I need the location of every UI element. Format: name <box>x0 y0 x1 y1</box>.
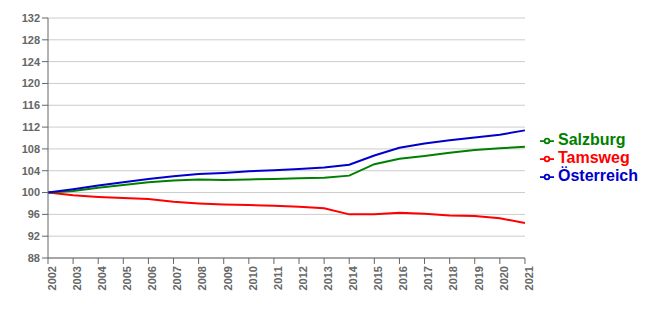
svg-text:2008: 2008 <box>196 266 208 290</box>
svg-text:2014: 2014 <box>347 265 359 290</box>
svg-text:108: 108 <box>22 143 40 155</box>
svg-text:2007: 2007 <box>171 266 183 290</box>
svg-text:104: 104 <box>22 165 41 177</box>
svg-text:88: 88 <box>28 252 40 264</box>
svg-text:2017: 2017 <box>422 266 434 290</box>
svg-text:2015: 2015 <box>372 266 384 290</box>
svg-text:2002: 2002 <box>46 266 58 290</box>
svg-text:112: 112 <box>22 121 40 133</box>
svg-text:2018: 2018 <box>447 266 459 290</box>
svg-text:92: 92 <box>28 230 40 242</box>
svg-text:2016: 2016 <box>397 266 409 290</box>
svg-text:2021: 2021 <box>523 266 535 290</box>
svg-text:100: 100 <box>22 186 40 198</box>
svg-text:2019: 2019 <box>473 266 485 290</box>
svg-text:2010: 2010 <box>247 266 259 290</box>
html-text:Tamsweg: Tamsweg <box>558 149 630 166</box>
html-text:Salzburg: Salzburg <box>558 131 626 148</box>
svg-text:128: 128 <box>22 34 40 46</box>
svg-text:2003: 2003 <box>71 266 83 290</box>
svg-text:132: 132 <box>22 12 40 24</box>
svg-text:2004: 2004 <box>96 265 108 290</box>
svg-text:2012: 2012 <box>297 266 309 290</box>
svg-text:120: 120 <box>22 77 40 89</box>
svg-text:2020: 2020 <box>498 266 510 290</box>
svg-text:96: 96 <box>28 208 40 220</box>
svg-text:2013: 2013 <box>322 266 334 290</box>
svg-text:2011: 2011 <box>272 266 284 290</box>
svg-text:116: 116 <box>22 99 40 111</box>
svg-text:2006: 2006 <box>146 266 158 290</box>
svg-text:2005: 2005 <box>121 266 133 290</box>
svg-text:2009: 2009 <box>222 266 234 290</box>
html-text:Österreich: Österreich <box>558 167 638 184</box>
svg-text:124: 124 <box>22 56 41 68</box>
